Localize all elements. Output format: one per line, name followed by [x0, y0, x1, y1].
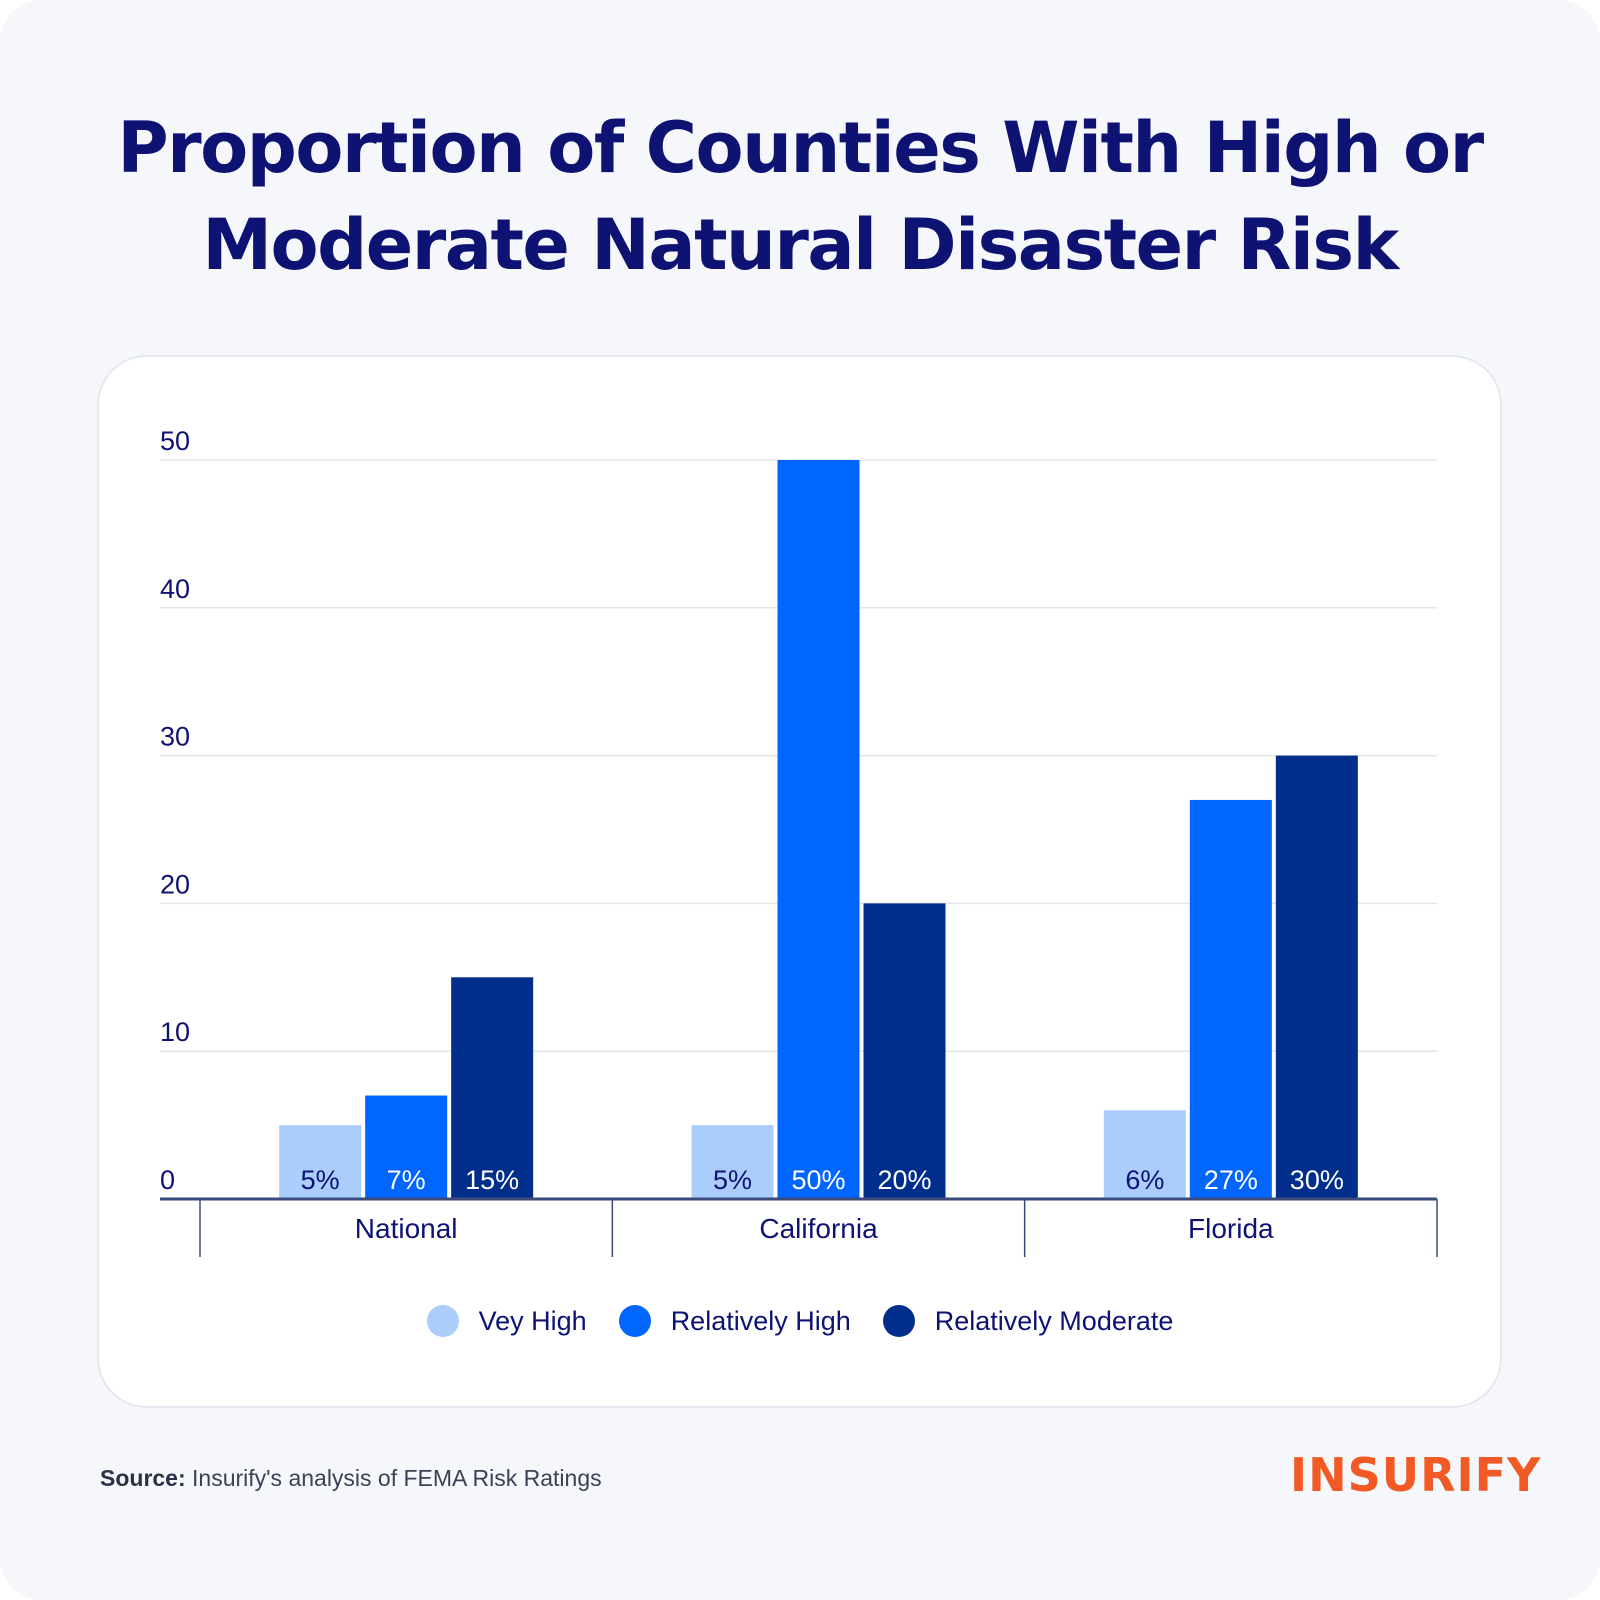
legend-swatch-very-high: [426, 1305, 459, 1337]
chart-legend: Vey High Relatively High Relatively Mode…: [0, 1305, 1600, 1337]
legend-swatch-relatively-high: [618, 1305, 651, 1337]
y-tick-label: 10: [160, 1017, 190, 1047]
legend-item-very-high: Vey High: [426, 1305, 587, 1337]
data-label: 5%: [713, 1165, 752, 1195]
x-tick-label: Florida: [1188, 1213, 1274, 1244]
source-label: Source:: [100, 1465, 186, 1491]
bar: [279, 1125, 362, 1199]
bar: [1189, 799, 1272, 1199]
chart-title: Proportion of Counties With High or Mode…: [0, 100, 1600, 294]
title-line-2: Moderate Natural Disaster Risk: [202, 204, 1399, 286]
bar: [365, 1095, 448, 1199]
bar: [777, 460, 860, 1199]
bar: [691, 1125, 774, 1199]
legend-swatch-relatively-moderate: [882, 1305, 915, 1337]
y-tick-label: 40: [160, 574, 190, 604]
legend-item-relatively-moderate: Relatively Moderate: [882, 1305, 1174, 1337]
data-label: 5%: [301, 1165, 340, 1195]
data-label: 15%: [465, 1165, 519, 1195]
title-line-1: Proportion of Counties With High or: [117, 107, 1484, 189]
x-tick-label: National: [355, 1213, 458, 1244]
bar: [1275, 755, 1358, 1199]
y-tick-label: 20: [160, 869, 190, 899]
legend-label-very-high: Vey High: [478, 1305, 587, 1336]
legend-label-relatively-moderate: Relatively Moderate: [934, 1305, 1174, 1336]
legend-item-relatively-high: Relatively High: [618, 1305, 851, 1337]
y-tick-label: 30: [160, 722, 190, 752]
source-note: Source: Insurify's analysis of FEMA Risk…: [100, 1465, 602, 1492]
x-tick-label: California: [759, 1213, 878, 1244]
data-label: 7%: [387, 1165, 426, 1195]
insurify-logo: INSURIFY: [1290, 1448, 1542, 1502]
data-label: 6%: [1125, 1165, 1164, 1195]
bar: [1103, 1110, 1186, 1199]
data-label: 50%: [791, 1165, 845, 1195]
source-text: Insurify's analysis of FEMA Risk Ratings: [185, 1465, 602, 1491]
data-label: 30%: [1290, 1165, 1344, 1195]
legend-label-relatively-high: Relatively High: [670, 1305, 851, 1336]
bar: [863, 903, 946, 1199]
data-label: 27%: [1204, 1165, 1258, 1195]
y-tick-label: 50: [160, 426, 190, 456]
bar: [451, 977, 534, 1199]
data-label: 20%: [877, 1165, 931, 1195]
y-tick-label: 0: [160, 1165, 175, 1195]
